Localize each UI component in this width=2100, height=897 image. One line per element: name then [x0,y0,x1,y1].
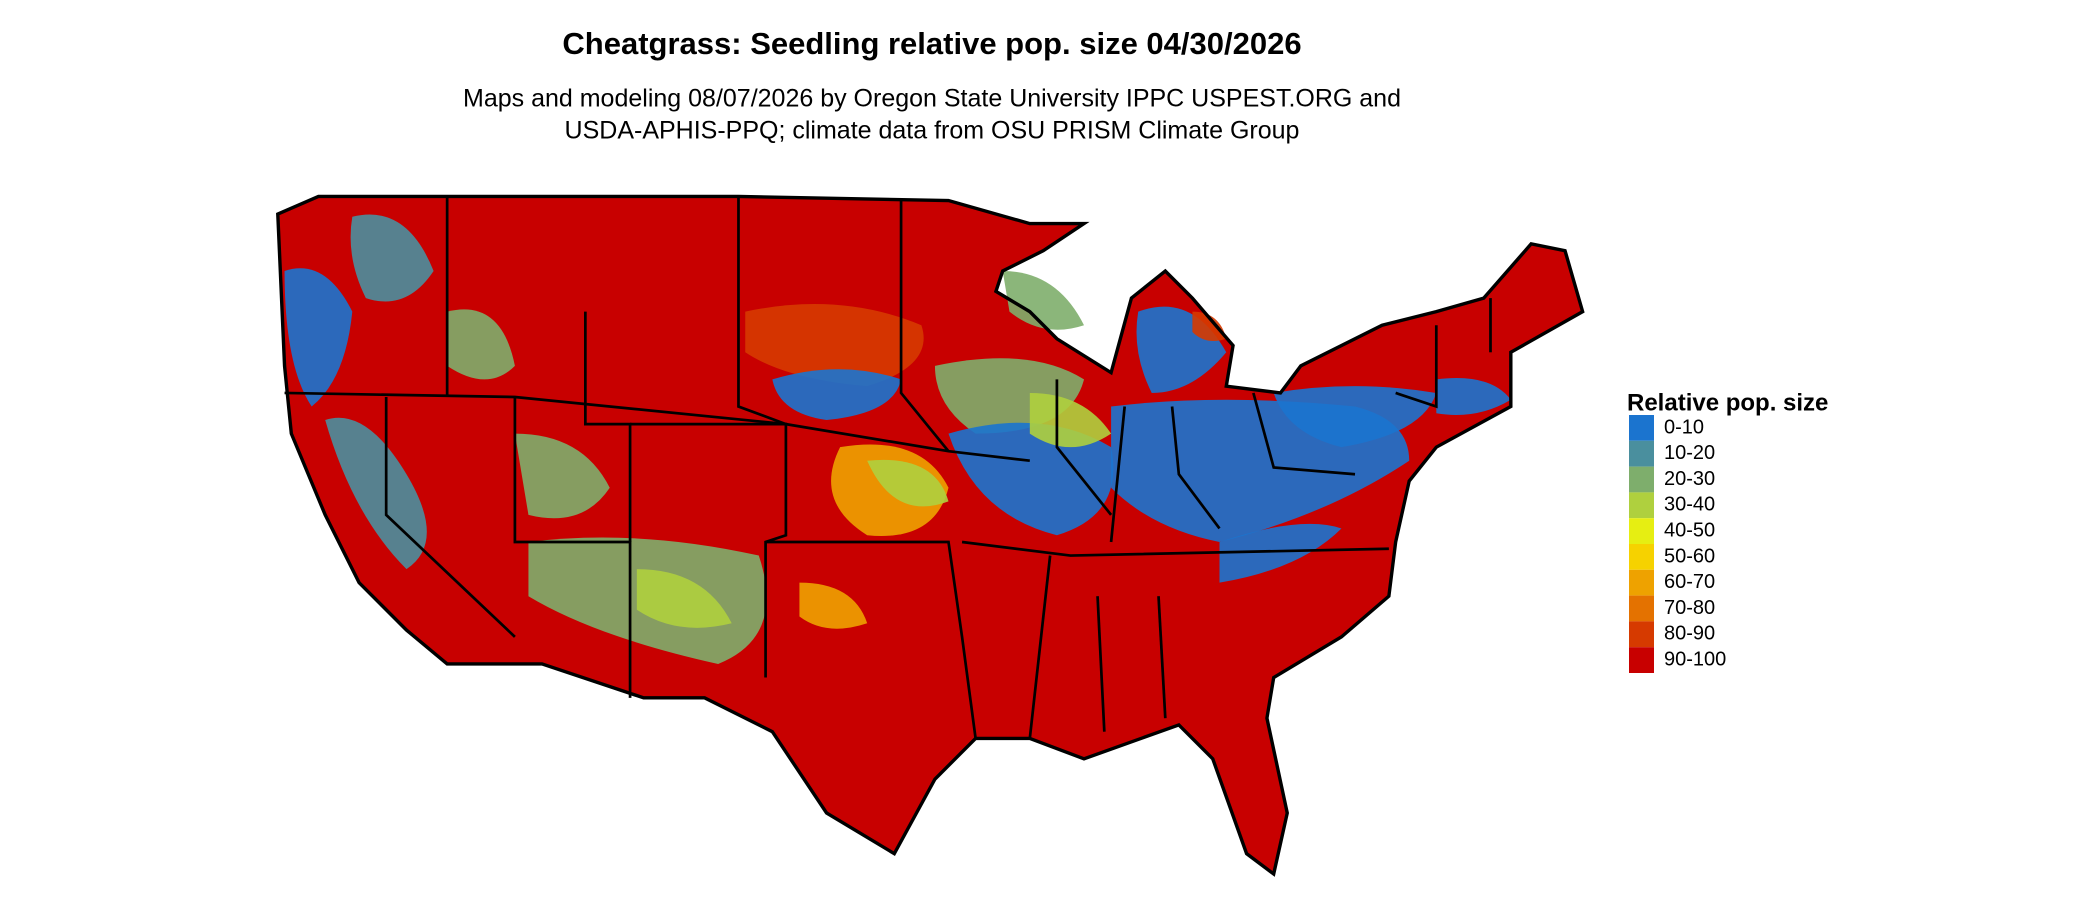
legend-label: 40-50 [1664,519,1715,541]
region [867,459,949,507]
region [1219,523,1342,583]
subtitle: USDA-APHIS-PPQ; climate data from OSU PR… [565,117,1300,145]
region [284,268,353,407]
region [745,304,924,387]
legend-label: 0-10 [1664,416,1704,438]
state-border [1096,596,1106,732]
state-border [1170,406,1221,530]
state-border [1157,596,1167,719]
us-map [276,194,1585,877]
state-border [1055,379,1113,516]
region [1436,378,1511,415]
region [948,422,1114,536]
legend: Relative pop. size 0-10 10-20 20-30 30-40 40… [1627,389,1828,673]
state-border [1109,406,1126,543]
region [1002,271,1084,330]
state-border [1028,555,1052,739]
legend-label: 30-40 [1664,494,1715,516]
legend-swatch [1629,492,1654,519]
legend-label: 60-70 [1664,571,1715,593]
region [636,569,732,628]
legend-title: Relative pop. size [1627,389,1828,416]
legend-label: 80-90 [1664,623,1715,645]
state-border [1252,392,1356,476]
legend-swatch [1629,466,1654,493]
state-border [961,540,1389,557]
state-border [737,196,787,426]
subtitle: Maps and modeling 08/07/2026 by Oregon S… [463,85,1401,113]
state-border [384,397,516,638]
map-title: Cheatgrass: Seedling relative pop. size … [562,26,1301,61]
region [447,309,515,380]
legend-swatch [1629,518,1654,544]
legend-swatch [1629,647,1654,673]
region [1029,392,1112,448]
legend-swatch [1629,440,1654,467]
region [350,214,434,302]
state-border [899,200,950,453]
legend-swatch [1629,415,1654,441]
region [1273,386,1437,448]
legend-swatch [1629,544,1654,570]
legend-swatch [1629,569,1654,596]
country-border [276,194,1585,877]
state-border [584,311,632,543]
state-border [630,422,788,678]
legend-label: 50-60 [1664,545,1715,567]
legend-label: 10-20 [1664,442,1715,464]
region [514,433,610,519]
legend-label: 70-80 [1664,597,1715,619]
region [325,417,427,570]
state-border [513,397,632,698]
legend-swatch [1629,595,1654,622]
state-border [1395,325,1438,409]
legend-swatch [1629,621,1654,648]
legend-label: 90-100 [1664,648,1726,670]
region [1192,311,1227,342]
region [799,582,868,629]
land [277,196,1583,874]
state-border [765,540,977,739]
legend-label: 20-30 [1664,468,1715,490]
region [772,369,902,421]
